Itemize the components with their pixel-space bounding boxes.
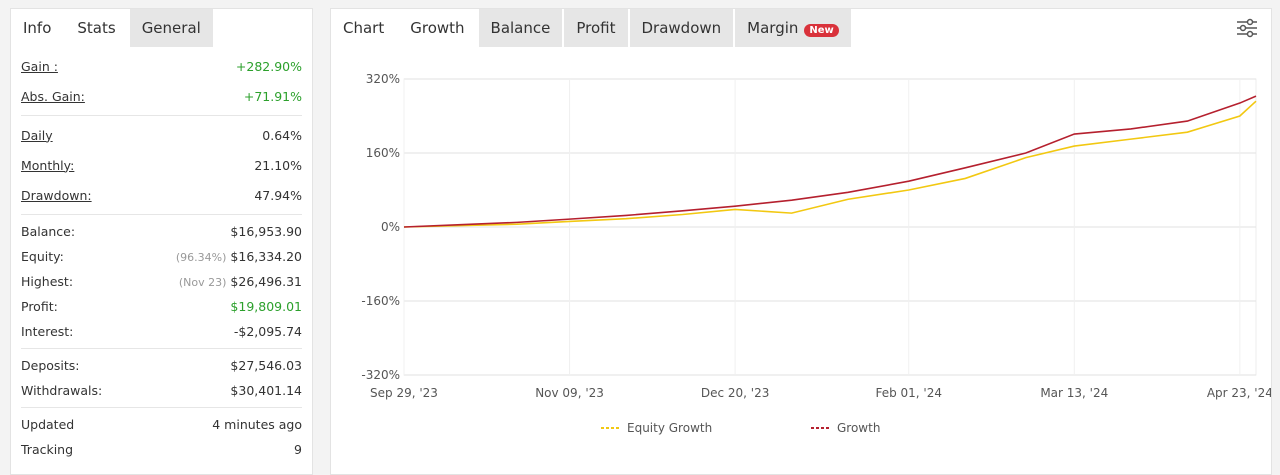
stat-label: Balance: (21, 224, 76, 239)
stat-value-wrap: 47.94% (254, 188, 302, 203)
tab[interactable]: Info (11, 9, 64, 47)
stat-label: Abs. Gain: (21, 88, 85, 104)
stat-label: Highest: (21, 274, 74, 289)
stat-note: (96.34%) (175, 251, 227, 264)
stats-group: Updated 4 minutes ago Tracking 9 (21, 408, 302, 466)
stats-row: Equity: (96.34%) $16,334.20 (21, 244, 302, 269)
tab[interactable]: Drawdown (629, 9, 734, 47)
stats-group: Deposits: $27,546.03 Withdrawals: $30,401.1… (21, 349, 302, 408)
tab[interactable]: Balance (478, 9, 563, 47)
stats-row: Deposits: $27,546.03 (21, 353, 302, 378)
stats-list: Gain : +282.90% Abs. Gain: +71.91% Daily 0.64… (11, 47, 312, 466)
x-tick-label: Feb 01, '24 (875, 386, 942, 400)
stat-value: $16,334.20 (230, 249, 302, 264)
stats-row: Withdrawals: $30,401.14 (21, 378, 302, 403)
stats-row: Daily 0.64% (21, 120, 302, 150)
stats-row: Balance: $16,953.90 (21, 219, 302, 244)
stats-panel: Info Stats General Gain : +282.90% Abs. Gain… (10, 8, 313, 475)
stat-value: $30,401.14 (230, 383, 302, 398)
stat-value: $19,809.01 (230, 299, 302, 314)
stats-row: Updated 4 minutes ago (21, 412, 302, 437)
stat-value: $26,496.31 (230, 274, 302, 289)
stat-label: Daily (21, 127, 53, 143)
y-tick-label: 320% (366, 72, 400, 86)
stat-value: +71.91% (243, 88, 302, 104)
stats-row: Drawdown: 47.94% (21, 180, 302, 210)
tab[interactable]: Margin New (735, 9, 851, 47)
x-tick-label: Sep 29, '23 (370, 386, 438, 400)
stat-value: 4 minutes ago (212, 417, 302, 432)
legend-label: Growth (837, 421, 880, 435)
stats-row: Monthly: 21.10% (21, 150, 302, 180)
stat-value-wrap: 9 (294, 442, 302, 457)
stats-row: Highest: (Nov 23) $26,496.31 (21, 269, 302, 294)
settings-icon[interactable] (1235, 17, 1259, 39)
stats-tabs: Info Stats General (11, 9, 312, 47)
y-tick-label: 160% (366, 146, 400, 160)
y-tick-label: 0% (381, 220, 400, 234)
stats-group: Daily 0.64% Monthly: 21.10% Drawdown: 47.94% (21, 116, 302, 215)
tab[interactable]: Stats (65, 9, 128, 47)
stat-label: Withdrawals: (21, 383, 103, 398)
stat-value-wrap: 21.10% (254, 158, 302, 173)
stat-value: 47.94% (254, 187, 302, 203)
stat-value-wrap: $19,809.01 (230, 299, 302, 314)
x-tick-label: Dec 20, '23 (701, 386, 770, 400)
stat-value-wrap: +282.90% (236, 59, 302, 74)
stat-value-wrap: (Nov 23) $26,496.31 (179, 274, 302, 289)
stat-value: 0.64% (262, 127, 302, 143)
series-line (403, 95, 1257, 228)
new-badge: New (804, 24, 839, 37)
stat-value-wrap: -$2,095.74 (234, 324, 302, 339)
stat-value-wrap: 4 minutes ago (212, 417, 302, 432)
stat-value-wrap: $16,953.90 (230, 224, 302, 239)
stat-value-wrap: $27,546.03 (230, 358, 302, 373)
stat-value-wrap: (96.34%) $16,334.20 (176, 249, 302, 264)
stat-label: Deposits: (21, 358, 80, 373)
series-line (403, 100, 1257, 228)
tab[interactable]: Growth (398, 9, 477, 47)
stat-label: Tracking (21, 442, 74, 457)
stats-row: Abs. Gain: +71.91% (21, 81, 302, 111)
chart-panel: Chart Growth Balance Profit Drawdown Margin N… (330, 8, 1272, 475)
stat-value-wrap: 0.64% (262, 128, 302, 143)
stat-value-wrap: +71.91% (244, 89, 302, 104)
stat-value: $16,953.90 (230, 224, 302, 239)
stat-label: Profit: (21, 299, 58, 314)
stat-value: -$2,095.74 (233, 324, 302, 339)
stat-value: +282.90% (235, 58, 302, 74)
chart-tabs: Chart Growth Balance Profit Drawdown Margin N… (331, 9, 1271, 47)
stat-value: $27,546.03 (230, 358, 302, 373)
stats-row: Profit: $19,809.01 (21, 294, 302, 319)
stats-row: Gain : +282.90% (21, 51, 302, 81)
x-tick-label: Mar 13, '24 (1040, 386, 1108, 400)
stat-value: 21.10% (254, 157, 302, 173)
stats-group: Balance: $16,953.90 Equity: (96.34%) $16,334… (21, 215, 302, 349)
stat-label: Drawdown: (21, 187, 92, 203)
stat-value: 9 (294, 442, 302, 457)
stat-label: Interest: (21, 324, 74, 339)
stat-label: Updated (21, 417, 75, 432)
tab[interactable]: General (129, 9, 213, 47)
stats-row: Tracking 9 (21, 437, 302, 462)
stats-row: Interest: -$2,095.74 (21, 319, 302, 344)
stat-note: (Nov 23) (178, 276, 227, 289)
y-tick-label: -160% (361, 294, 400, 308)
growth-chart: -320% -160% 0% 160% 320% Sep 29, '23 Nov 09, '… (361, 72, 1271, 435)
x-tick-label: Nov 09, '23 (535, 386, 604, 400)
y-tick-label: -320% (361, 368, 400, 382)
tab[interactable]: Profit (564, 9, 628, 47)
stat-label: Gain : (21, 58, 58, 74)
stat-label: Monthly: (21, 157, 75, 173)
stat-value-wrap: $30,401.14 (230, 383, 302, 398)
stats-group: Gain : +282.90% Abs. Gain: +71.91% (21, 47, 302, 116)
panel-title: Chart (331, 9, 397, 47)
x-tick-label: Apr 23, '24 (1207, 386, 1271, 400)
legend-label: Equity Growth (627, 421, 712, 435)
stat-label: Equity: (21, 249, 64, 264)
